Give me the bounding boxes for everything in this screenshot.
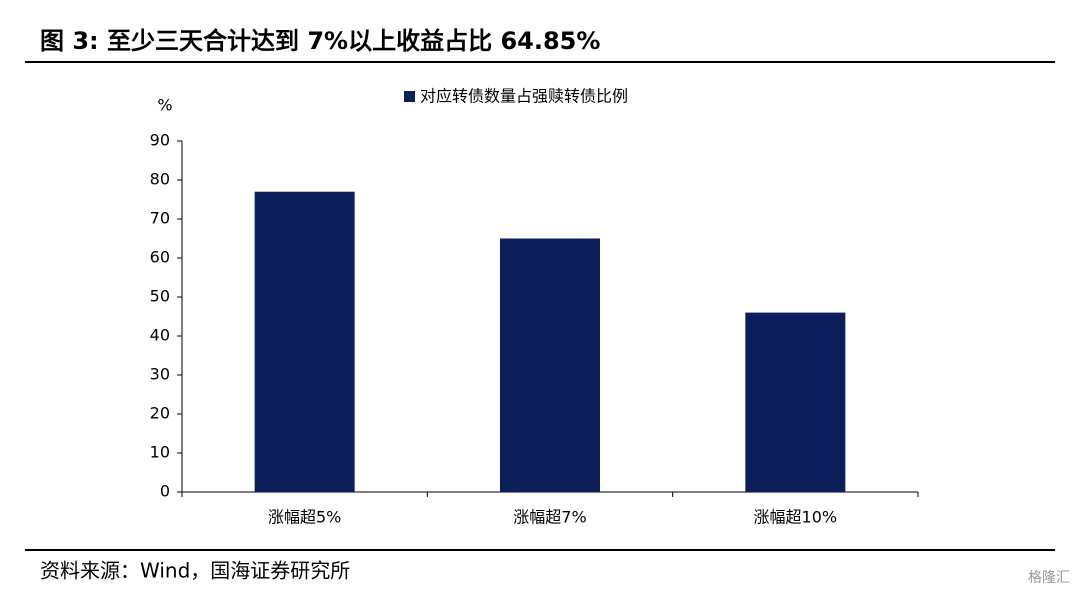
y-tick-label: 0	[160, 482, 170, 501]
x-tick-label: 涨幅超5%	[268, 508, 341, 527]
source: 资料来源：Wind，国海证券研究所	[40, 559, 350, 583]
x-tick-label: 涨幅超10%	[754, 508, 838, 527]
y-tick-label: 40	[150, 326, 170, 345]
y-tick-label: 10	[150, 443, 170, 462]
y-tick-label: 20	[150, 404, 170, 423]
y-tick-label: 30	[150, 365, 170, 384]
legend-label: 对应转债数量占强赎转债比例	[420, 87, 628, 106]
y-tick-label: 60	[150, 248, 170, 267]
bar	[745, 312, 846, 492]
watermark: 格隆汇	[1028, 570, 1070, 586]
bar	[254, 191, 355, 492]
legend-swatch	[404, 91, 415, 102]
y-tick-label: 70	[150, 209, 170, 228]
x-tick-label: 涨幅超7%	[513, 508, 586, 527]
y-tick-label: 80	[150, 170, 170, 189]
y-tick-label: 90	[150, 131, 170, 150]
y-tick-label: 50	[150, 287, 170, 306]
y-unit: %	[157, 96, 172, 115]
bar	[500, 238, 600, 492]
chart-title: 图 3: 至少三天合计达到 7%以上收益占比 64.85%	[40, 27, 600, 55]
